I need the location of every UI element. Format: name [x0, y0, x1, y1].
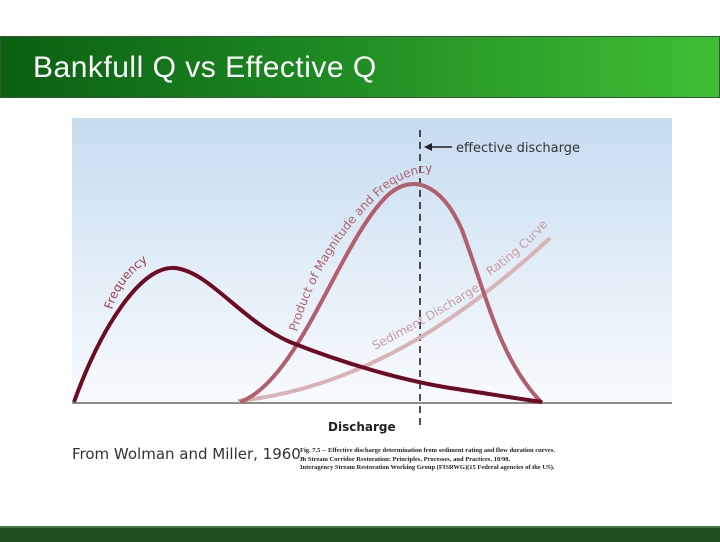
plot-background	[72, 118, 672, 403]
effective-discharge-label: effective discharge	[456, 141, 580, 156]
slide-title: Bankfull Q vs Effective Q	[33, 51, 377, 84]
product-curve	[239, 182, 544, 405]
caption-line-1: Fig. 7.5 -- Effective discharge determin…	[300, 447, 555, 454]
x-axis-label: Discharge	[328, 420, 396, 434]
title-bar: Bankfull Q vs Effective Q	[0, 36, 720, 98]
arrow-head-icon	[424, 143, 432, 151]
figure-caption: Fig. 7.5 -- Effective discharge determin…	[300, 447, 630, 473]
rating-curve	[237, 236, 552, 403]
frequency-curve	[72, 265, 543, 404]
caption-line-3: Interagency Stream Restoration Working G…	[300, 464, 555, 471]
caption-line-2: In Stream Corridor Restoration: Principl…	[300, 455, 511, 463]
footer-bar	[0, 526, 720, 542]
source-credit: From Wolman and Miller, 1960.	[72, 445, 306, 463]
